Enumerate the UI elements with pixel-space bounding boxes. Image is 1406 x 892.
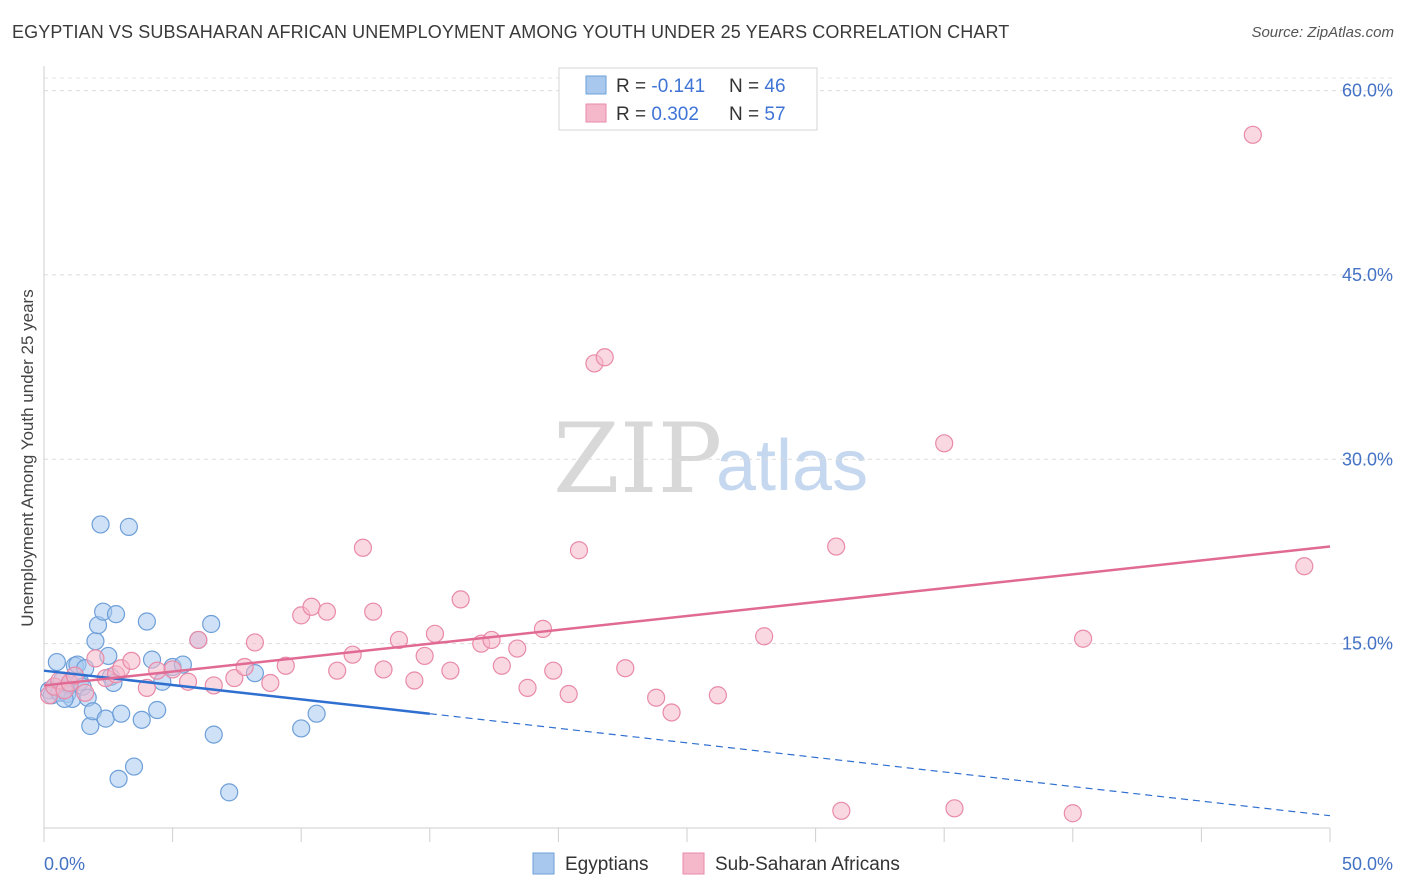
y-tick-label: 15.0%	[1342, 634, 1393, 654]
subsaharan-point	[225, 668, 244, 688]
subsaharan-point	[595, 348, 614, 367]
subsaharan-point	[451, 590, 470, 609]
egyptians-point	[86, 632, 105, 651]
egyptians-point	[124, 757, 144, 776]
subsaharan-point	[189, 630, 208, 650]
subsaharan-point	[832, 801, 851, 820]
subsaharan-point	[276, 656, 295, 675]
egyptians-point	[292, 719, 311, 738]
subsaharan-point	[261, 673, 280, 693]
subsaharan-point	[353, 538, 373, 557]
egyptians-point	[119, 517, 138, 536]
subsaharan-point	[343, 645, 362, 664]
y-axis-tick-labels: 15.0% 30.0% 45.0% 60.0%	[1342, 81, 1393, 654]
subsaharan-point	[1063, 804, 1082, 823]
legend-n-value: 46	[764, 76, 785, 97]
legend-n-label: N =	[729, 76, 764, 97]
subsaharan-point	[518, 678, 537, 697]
subsaharan-point	[508, 639, 527, 658]
egyptians-point	[96, 709, 115, 728]
series-legend-label-subsaharan: Sub-Saharan Africans	[715, 854, 900, 875]
x-tick-label-max: 50.0%	[1342, 854, 1393, 874]
subsaharan-point	[616, 659, 635, 678]
egyptians-point	[91, 515, 110, 534]
egyptians-point	[132, 710, 151, 729]
series-legend-label-egyptians: Egyptians	[565, 854, 648, 875]
x-axis-ticks	[43, 828, 1331, 842]
subsaharan-point	[945, 799, 964, 818]
egyptians-trend-extension	[429, 713, 1331, 817]
chart-title: EGYPTIAN VS SUBSAHARAN AFRICAN UNEMPLOYM…	[12, 22, 1010, 42]
subsaharan-point	[235, 657, 254, 677]
subsaharan-point	[245, 633, 265, 652]
legend-n-label: N =	[729, 104, 764, 125]
legend-row-subsaharan: R = 0.302 N = 57	[616, 104, 786, 125]
source-label: Source: ZipAtlas.com	[1251, 24, 1394, 41]
egyptians-point	[106, 605, 126, 624]
subsaharan-point	[533, 619, 553, 638]
egyptians-point	[220, 783, 239, 802]
egyptians-point	[109, 769, 128, 788]
trend-lines	[43, 545, 1331, 817]
egyptians-point	[112, 704, 131, 723]
subsaharan-trend-line	[43, 545, 1331, 687]
subsaharan-point	[1243, 125, 1262, 144]
egyptians-point	[148, 700, 167, 720]
egyptians-point	[47, 652, 66, 672]
subsaharan-point	[1073, 629, 1093, 648]
subsaharan-point	[415, 646, 434, 666]
subsaharan-point	[827, 537, 846, 556]
legend-row-egyptians: R = -0.141 N = 46	[616, 76, 786, 97]
egyptians-point	[204, 725, 223, 744]
subsaharan-point	[647, 688, 666, 707]
subsaharan-point	[935, 434, 954, 453]
subsaharan-point	[708, 686, 727, 705]
subsaharan-point	[302, 597, 321, 616]
subsaharan-point	[441, 661, 460, 680]
subsaharan-point	[122, 651, 141, 670]
subsaharan-point	[482, 630, 501, 650]
subsaharan-point	[317, 602, 337, 621]
series-legend: Egyptians Sub-Saharan Africans	[532, 852, 900, 875]
y-tick-label: 60.0%	[1342, 81, 1393, 101]
subsaharan-point	[364, 602, 383, 621]
legend-swatch-egyptians	[585, 75, 607, 95]
legend-r-label: R =	[616, 76, 651, 97]
subsaharan-point	[425, 624, 445, 643]
legend-r-label: R =	[616, 104, 651, 125]
series-legend-swatch-egyptians	[532, 852, 555, 875]
egyptians-point	[81, 716, 100, 736]
subsaharan-point	[374, 660, 393, 679]
correlation-legend: R = -0.141 N = 46 R = 0.302 N = 57	[558, 67, 818, 131]
legend-r-value: 0.302	[651, 104, 699, 125]
watermark-atlas: atlas	[716, 426, 868, 506]
subsaharan-point	[148, 661, 167, 680]
subsaharan-point	[492, 656, 511, 675]
legend-swatch-subsaharan	[585, 103, 607, 123]
egyptians-point	[202, 614, 221, 634]
subsaharan-point	[76, 683, 95, 702]
x-tick-label-min: 0.0%	[44, 854, 85, 874]
subsaharan-point	[559, 684, 578, 704]
subsaharan-point	[86, 649, 105, 668]
subsaharan-point	[1295, 557, 1314, 576]
egyptians-point	[307, 704, 326, 723]
subsaharan-point	[544, 661, 563, 680]
subsaharan-point	[662, 703, 681, 722]
subsaharan-point	[405, 671, 424, 690]
legend-n-value: 57	[764, 104, 785, 125]
series-legend-swatch-subsaharan	[682, 852, 705, 875]
y-tick-label: 30.0%	[1342, 449, 1393, 469]
subsaharan-point	[755, 627, 774, 646]
legend-r-value: -0.141	[651, 76, 705, 97]
y-axis-label: Unemployment Among Youth under 25 years	[18, 289, 37, 626]
subsaharan-point	[569, 541, 589, 560]
subsaharan-point	[163, 660, 182, 679]
y-tick-label: 45.0%	[1342, 265, 1393, 285]
subsaharan-point	[389, 630, 409, 650]
egyptians-point	[137, 612, 156, 631]
subsaharan-point	[328, 661, 347, 680]
gridlines	[44, 77, 1393, 645]
